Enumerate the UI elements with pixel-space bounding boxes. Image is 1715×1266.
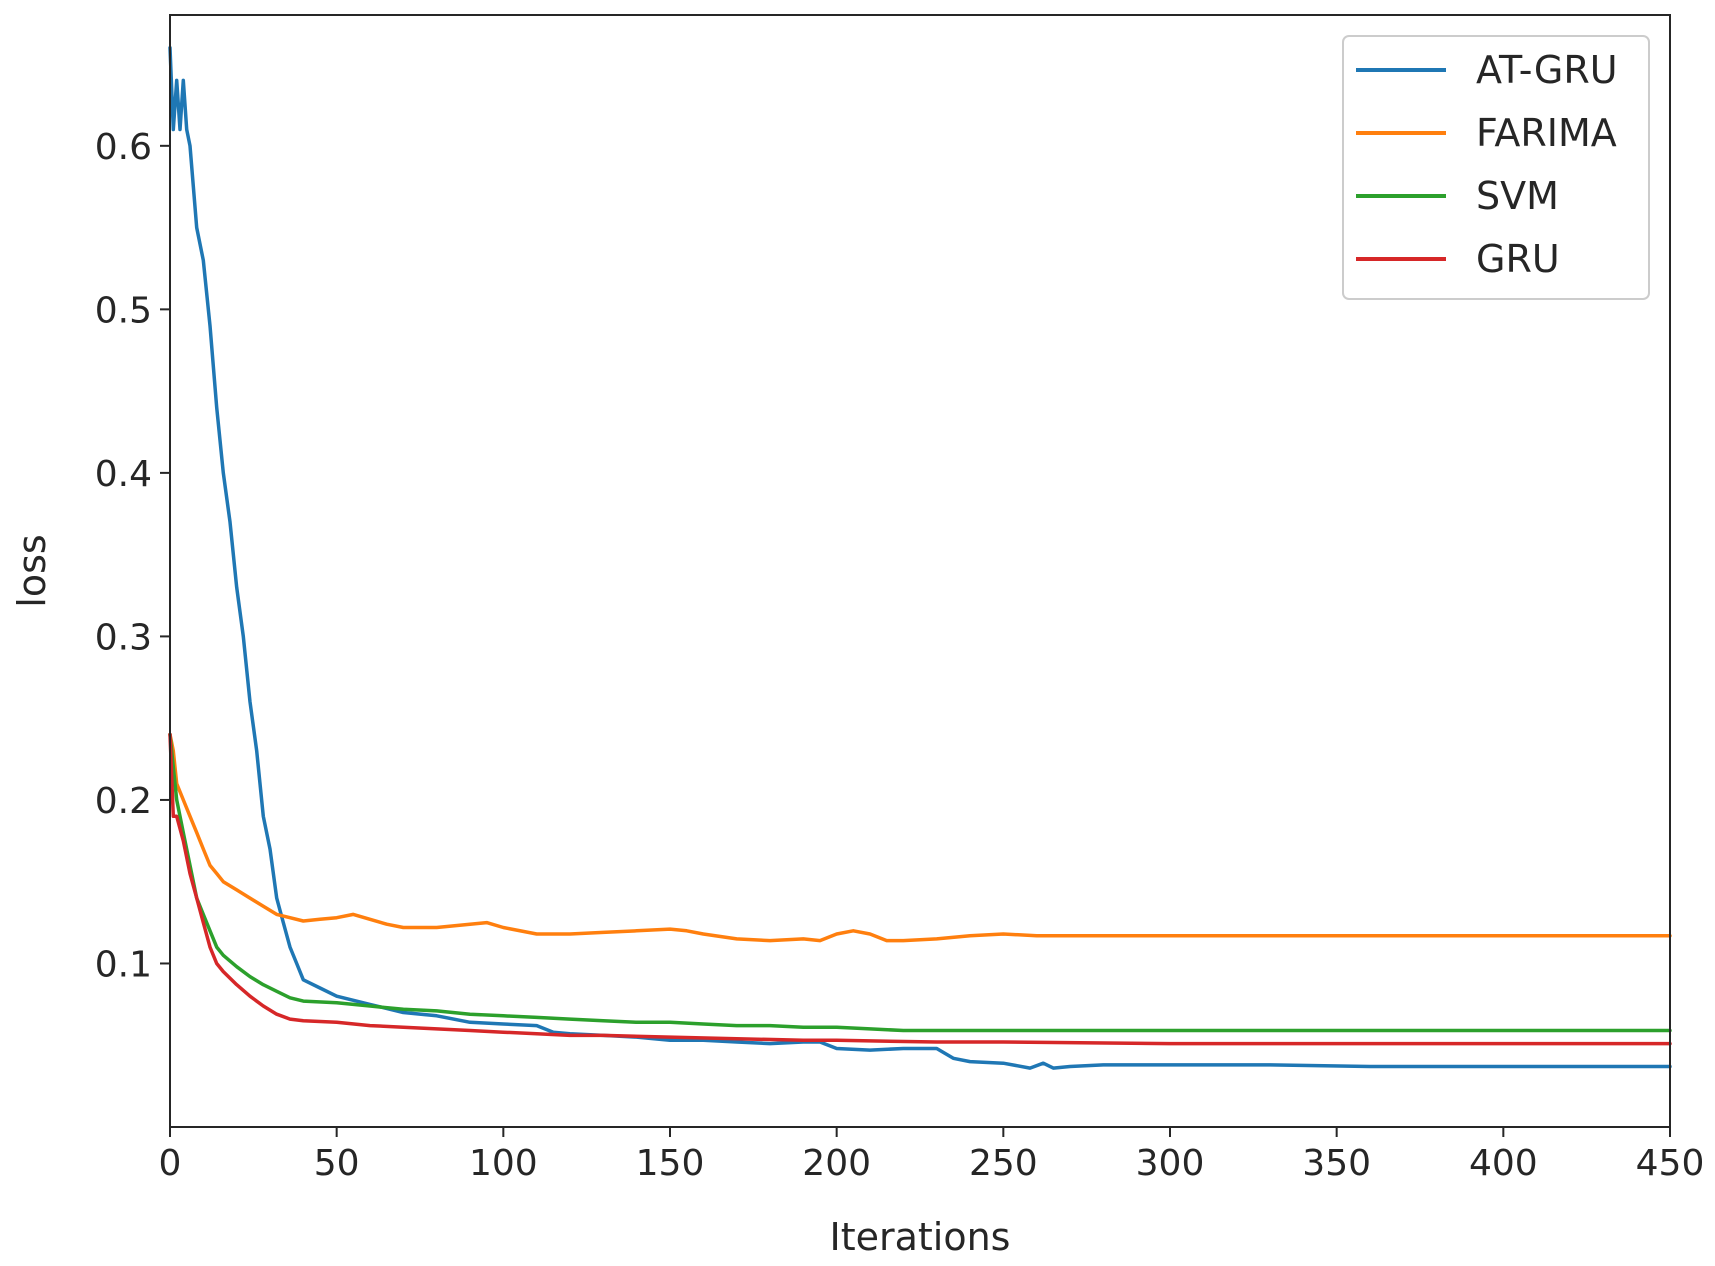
legend-items: AT-GRU FARIMA SVM GRU bbox=[1356, 48, 1618, 281]
y-tick-label: 0.1 bbox=[95, 944, 152, 985]
series-line-svm bbox=[168, 732, 1672, 1033]
series-line-gru bbox=[168, 732, 1672, 1046]
x-tick-label: 350 bbox=[1302, 1143, 1371, 1184]
legend-label-farima: FARIMA bbox=[1476, 111, 1617, 155]
series-line-at-gru bbox=[168, 45, 1672, 1070]
series-layer bbox=[168, 45, 1672, 1070]
legend-label-gru: GRU bbox=[1476, 237, 1560, 281]
x-axis-label: Iterations bbox=[830, 1215, 1011, 1259]
legend-label-svm: SVM bbox=[1476, 174, 1559, 218]
x-tick-label: 250 bbox=[969, 1143, 1038, 1184]
y-axis-label: loss bbox=[10, 534, 54, 607]
y-tick-label: 0.3 bbox=[95, 617, 152, 658]
y-tick-label: 0.4 bbox=[95, 454, 152, 495]
x-tick-label: 300 bbox=[1136, 1143, 1205, 1184]
y-tick-label: 0.2 bbox=[95, 781, 152, 822]
x-tick-label: 100 bbox=[469, 1143, 538, 1184]
plot-frame bbox=[169, 14, 1671, 1128]
series-line-farima bbox=[168, 732, 1672, 943]
y-tick-label: 0.6 bbox=[95, 127, 152, 168]
x-tick-label: 400 bbox=[1469, 1143, 1538, 1184]
x-tick-label: 150 bbox=[636, 1143, 705, 1184]
x-tick-label: 200 bbox=[802, 1143, 871, 1184]
x-tick-label: 450 bbox=[1636, 1143, 1705, 1184]
legend-frame bbox=[1342, 35, 1650, 300]
x-tick-label: 50 bbox=[314, 1143, 360, 1184]
x-axis: 0 50 100 150 200 250 300 350 400 450 bbox=[159, 1127, 1705, 1184]
legend-label-at-gru: AT-GRU bbox=[1476, 48, 1618, 92]
x-tick-label: 0 bbox=[159, 1143, 182, 1184]
legend[interactable]: AT-GRU FARIMA SVM GRU bbox=[1342, 35, 1650, 300]
y-axis: 0.1 0.2 0.3 0.4 0.5 0.6 bbox=[95, 127, 170, 985]
y-tick-label: 0.5 bbox=[95, 290, 152, 331]
